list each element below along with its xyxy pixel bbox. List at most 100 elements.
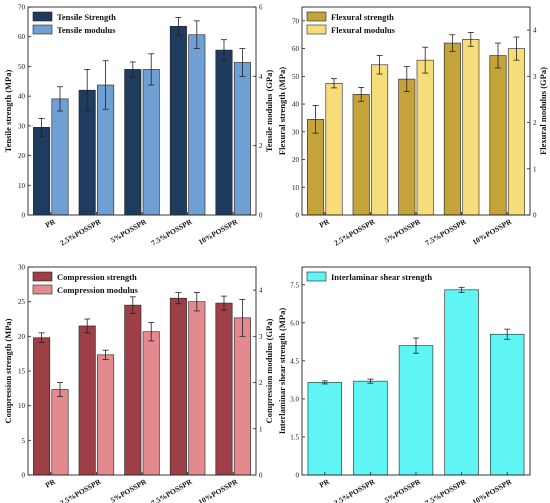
error-bar-a-0-4 bbox=[220, 39, 227, 61]
y2-axis-title: Tensile modulus (GPa) bbox=[264, 70, 274, 153]
error-bar-c-1-4 bbox=[239, 298, 246, 337]
error-bar-c-0-4 bbox=[220, 295, 227, 311]
error-bar-c-1-3 bbox=[193, 292, 200, 312]
bar-b-0-3 bbox=[443, 42, 461, 216]
y-axis-title: Interlaminar shear strength (MPa) bbox=[277, 308, 287, 434]
x-tick-label: 2.5%POSSPR bbox=[332, 217, 377, 248]
error-bar-a-1-2 bbox=[148, 53, 155, 86]
chart-panel-c: 0 5 10 15 20 25 30 0 1 2 3 4 PR 2.5%POSSPR 5%POSSPR 7.5… bbox=[3, 264, 274, 503]
x-tick-label: 10%POSSPR bbox=[197, 217, 240, 247]
y-tick-label: 30 bbox=[18, 264, 26, 272]
y-tick-label: 10 bbox=[292, 184, 300, 192]
error-bar-b-1-4 bbox=[513, 36, 520, 61]
bar-d-0-0 bbox=[307, 382, 342, 476]
y-tick-label: 3.0 bbox=[290, 395, 299, 403]
x-tick-label: PR bbox=[44, 217, 58, 230]
y-tick-label: 20 bbox=[18, 333, 26, 341]
legend-label-0: Interlaminar shear strength bbox=[331, 272, 432, 282]
y2-tick-label: 4 bbox=[533, 27, 537, 35]
error-bar-c-1-0 bbox=[57, 382, 64, 397]
y-tick-label: 40 bbox=[18, 93, 26, 101]
y2-axis-title: Flexural modulus (GPa) bbox=[538, 67, 548, 155]
y-tick-label: 7.5 bbox=[290, 281, 299, 289]
legend: Interlaminar shear strength bbox=[306, 271, 432, 282]
error-bar-c-0-2 bbox=[129, 296, 136, 314]
y2-tick-label: 0 bbox=[259, 472, 263, 480]
y-tick-label: 4.5 bbox=[290, 357, 299, 365]
x-tick-label: 5%POSSPR bbox=[383, 477, 423, 503]
legend-swatch-1 bbox=[306, 24, 327, 35]
y-tick-label: 25 bbox=[18, 298, 26, 306]
y2-tick-label: 2 bbox=[259, 142, 263, 150]
bar-c-0-2 bbox=[124, 304, 142, 476]
legend-swatch-0 bbox=[306, 271, 327, 282]
error-bar-b-1-0 bbox=[331, 78, 338, 89]
error-bar-a-1-4 bbox=[239, 48, 246, 77]
error-bar-d-0-3 bbox=[458, 286, 465, 293]
y2-tick-label: 4 bbox=[259, 73, 263, 81]
error-bar-c-1-2 bbox=[148, 322, 155, 342]
bar-a-1-2 bbox=[142, 69, 160, 216]
bar-c-0-4 bbox=[215, 302, 233, 476]
bar-d-0-1 bbox=[353, 380, 388, 476]
bar-d-0-2 bbox=[398, 345, 434, 476]
legend-label-0: Flexural strength bbox=[331, 12, 394, 22]
bar-a-0-4 bbox=[215, 49, 233, 216]
y2-tick-label: 2 bbox=[259, 379, 263, 387]
y2-tick-label: 1 bbox=[533, 165, 537, 173]
bar-c-1-1 bbox=[97, 354, 115, 476]
bar-c-0-1 bbox=[78, 325, 96, 476]
x-tick-label: 5%POSSPR bbox=[383, 217, 423, 245]
error-bar-a-1-0 bbox=[57, 86, 64, 112]
bar-c-0-0 bbox=[33, 337, 51, 476]
legend-swatch-1 bbox=[32, 24, 53, 35]
bar-a-0-3 bbox=[169, 26, 187, 216]
bar-a-0-2 bbox=[124, 69, 142, 216]
y-axis-title: Compression strength (MPa) bbox=[3, 318, 13, 423]
y2-tick-label: 1 bbox=[259, 425, 263, 433]
y-tick-label: 6.0 bbox=[290, 319, 299, 327]
y-tick-label: 0 bbox=[296, 472, 300, 480]
error-bar-b-0-3 bbox=[449, 34, 456, 52]
legend: Tensile Strength Tensile modulus bbox=[32, 11, 116, 35]
y2-tick-label: 0 bbox=[533, 212, 537, 220]
error-bar-b-1-1 bbox=[376, 55, 383, 75]
y-tick-label: 50 bbox=[18, 63, 26, 71]
y-tick-label: 0 bbox=[22, 472, 26, 480]
y-tick-label: 1.5 bbox=[290, 433, 299, 441]
error-bar-b-1-2 bbox=[422, 46, 429, 74]
y-tick-label: 30 bbox=[18, 122, 26, 130]
legend-label-0: Tensile Strength bbox=[57, 12, 116, 22]
legend-label-0: Compression strength bbox=[57, 272, 137, 282]
y-tick-label: 60 bbox=[292, 45, 300, 53]
bar-a-1-0 bbox=[51, 98, 69, 216]
bar-c-1-4 bbox=[233, 317, 251, 476]
bar-a-1-3 bbox=[188, 34, 206, 216]
error-bar-a-0-2 bbox=[129, 61, 136, 78]
error-bar-a-0-0 bbox=[38, 118, 45, 137]
bar-d-0-3 bbox=[444, 289, 479, 476]
x-tick-label: PR bbox=[44, 477, 58, 490]
y2-tick-label: 6 bbox=[259, 4, 263, 12]
y-tick-label: 20 bbox=[292, 156, 300, 164]
chart-panel-d: 0 1.5 3.0 4.5 6.0 7.5 PR 2.5%POSSPR 5%POSSPR 7.5%… bbox=[277, 266, 531, 503]
bar-c-0-3 bbox=[169, 297, 187, 476]
x-tick-label: 5%POSSPR bbox=[109, 477, 149, 503]
y2-tick-label: 2 bbox=[533, 119, 537, 127]
bar-c-1-3 bbox=[188, 301, 206, 476]
bar-b-0-0 bbox=[307, 119, 325, 216]
y2-tick-label: 3 bbox=[533, 73, 537, 81]
y-axis-title: Flexural strength (MPa) bbox=[277, 67, 287, 155]
error-bar-b-0-2 bbox=[403, 66, 410, 92]
legend-label-1: Tensile modulus bbox=[57, 25, 116, 35]
y-tick-label: 10 bbox=[18, 182, 26, 190]
error-bar-b-1-3 bbox=[467, 32, 474, 47]
error-bar-c-0-3 bbox=[175, 292, 182, 305]
legend: Flexural strength Flexural modulus bbox=[306, 11, 396, 35]
y-axis-title: Tensile strength (MPa) bbox=[3, 70, 13, 153]
y-tick-label: 0 bbox=[296, 212, 300, 220]
bar-b-0-2 bbox=[398, 78, 416, 216]
y2-tick-label: 0 bbox=[259, 212, 263, 220]
bar-b-1-1 bbox=[371, 64, 389, 216]
